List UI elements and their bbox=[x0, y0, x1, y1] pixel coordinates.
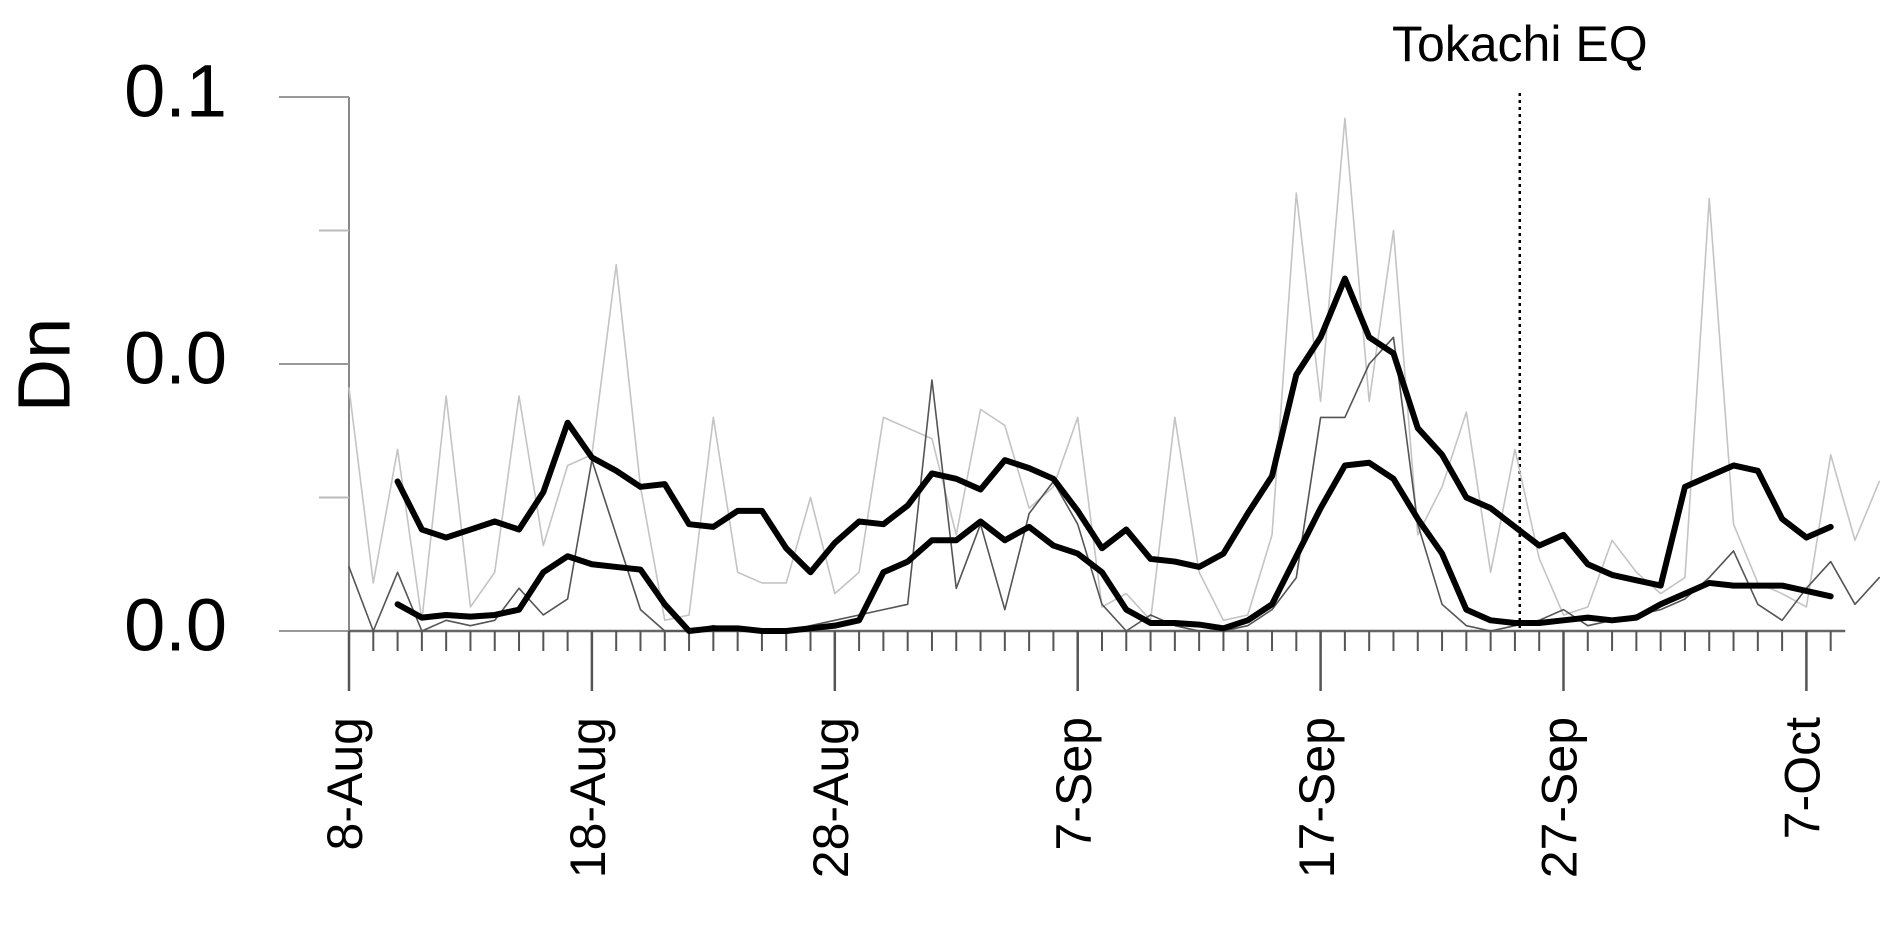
series-line bbox=[394, 459, 1834, 634]
y-tick-label: 0.0 bbox=[124, 584, 227, 667]
y-tick-label: 0.1 bbox=[124, 50, 227, 133]
x-tick-label: 7-Sep bbox=[1046, 717, 1102, 850]
x-tick-label: 27-Sep bbox=[1532, 717, 1588, 878]
y-axis-label: Dn bbox=[3, 318, 86, 413]
series-line bbox=[394, 275, 1834, 589]
y-tick-label: 0.0 bbox=[124, 317, 227, 400]
x-tick-label: 8-Aug bbox=[317, 717, 373, 850]
annotation: Tokachi EQ bbox=[1392, 16, 1648, 72]
x-tick-label: 7-Oct bbox=[1775, 717, 1831, 839]
series-line bbox=[348, 117, 1881, 622]
x-tick-label: 28-Aug bbox=[803, 717, 859, 878]
x-tick-label: 18-Aug bbox=[560, 717, 616, 878]
x-tick-label: 17-Sep bbox=[1289, 717, 1345, 878]
